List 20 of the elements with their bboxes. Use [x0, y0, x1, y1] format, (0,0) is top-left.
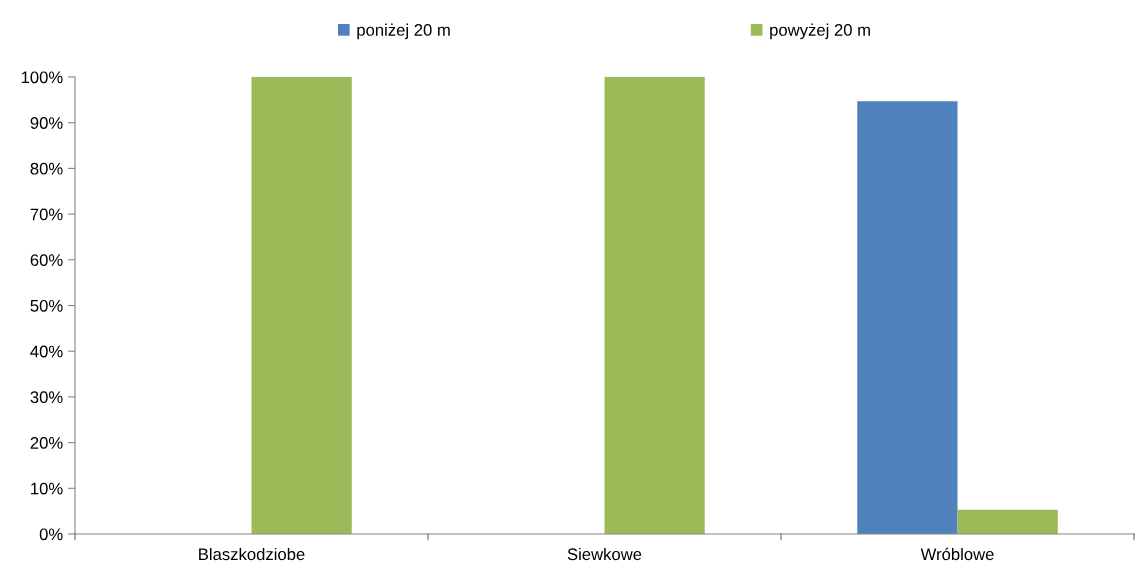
y-tick-label: 0%: [39, 528, 63, 541]
y-tick-label: 50%: [30, 299, 63, 312]
x-tick-label: Siewkowe: [567, 547, 642, 561]
y-tick-label: 10%: [31, 482, 63, 495]
y-tick-label: 30%: [30, 391, 63, 404]
y-tick-label: 80%: [30, 162, 63, 175]
y-tick-label: 100%: [21, 71, 63, 84]
x-tick-label: Wróblowe: [920, 547, 994, 561]
bar: [604, 77, 705, 534]
bar: [957, 509, 1058, 534]
y-tick-label: 70%: [30, 208, 63, 221]
y-tick-label: 40%: [30, 345, 63, 358]
y-tick-label: 60%: [30, 254, 63, 266]
y-tick-label: 90%: [30, 117, 63, 129]
x-tick-label: Blaszkodziobe: [199, 547, 305, 561]
bar: [251, 77, 352, 534]
legend-label: poniżej 20 m: [357, 23, 450, 40]
legend-label: powyżej 20 m: [770, 23, 870, 40]
y-tick-label: 20%: [30, 437, 63, 449]
bar: [857, 101, 958, 534]
